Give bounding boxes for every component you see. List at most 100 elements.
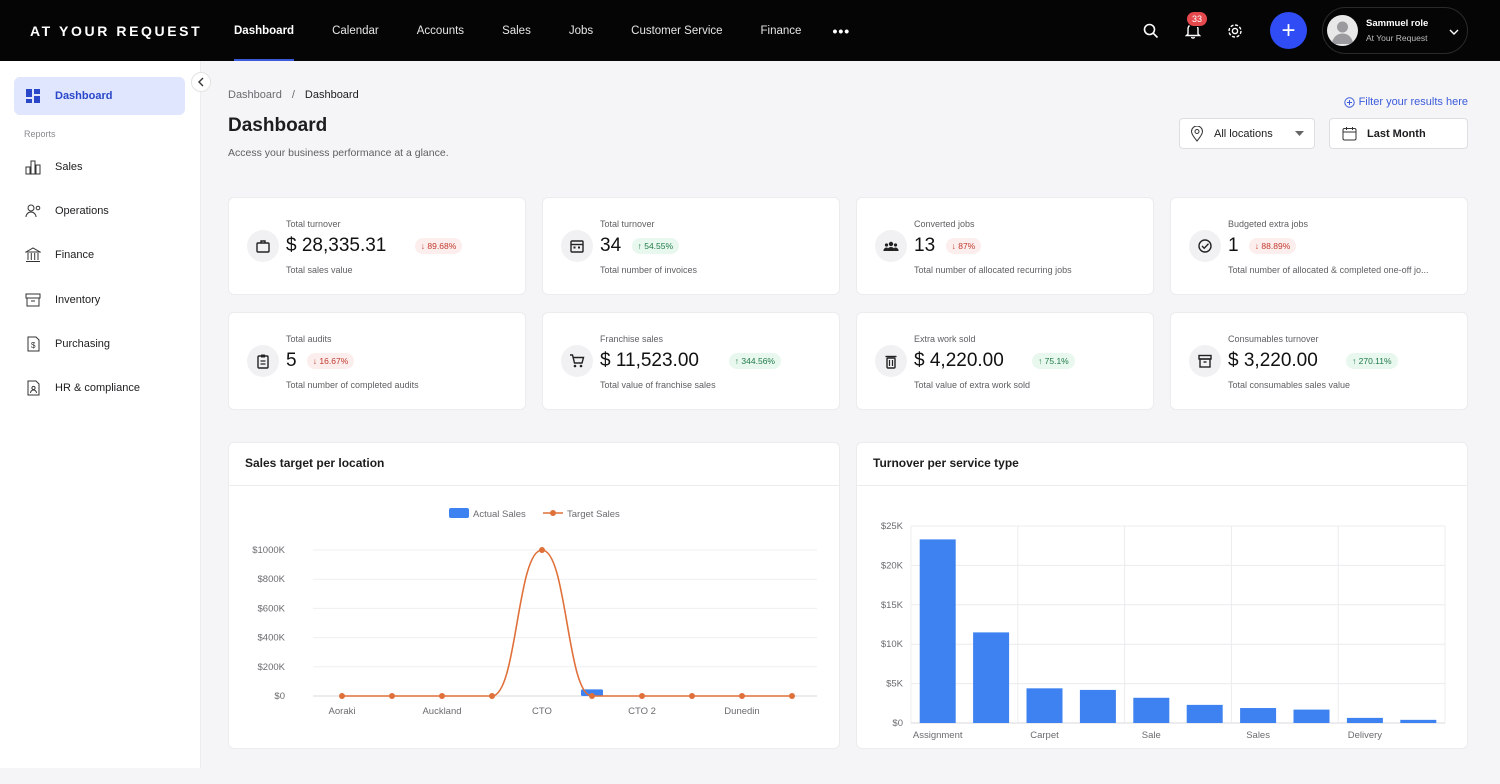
location-pin-icon [1190, 125, 1204, 142]
nav-calendar[interactable]: Calendar [332, 24, 379, 37]
kpi-change-badge: ↓ 16.67% [306, 353, 355, 369]
chart-title: Sales target per location [245, 456, 385, 470]
kpi-label: Budgeted extra jobs [1228, 219, 1309, 229]
sidebar-item-finance[interactable]: Finance [14, 236, 185, 274]
kpi-change-badge: ↑ 270.11% [1346, 353, 1398, 369]
nav-sales[interactable]: Sales [502, 24, 531, 37]
y-tick-label: $400K [258, 633, 286, 644]
kpi-card[interactable]: Total turnover 34 ↑ 54.55% Total number of … [542, 197, 840, 295]
kpi-change-value: 16.67% [319, 356, 349, 366]
arrow-down-icon: ↓ [951, 241, 956, 251]
bar-turnover [1186, 704, 1223, 723]
y-tick-label: $10K [881, 639, 904, 650]
kpi-description: Total value of extra work sold [914, 380, 1031, 390]
kpi-description: Total number of completed audits [286, 380, 419, 390]
sidebar-item-sales[interactable]: Sales [14, 148, 185, 186]
filter-results-link[interactable]: Filter your results here [1343, 96, 1468, 108]
kpi-change-value: 87% [958, 241, 976, 251]
date-range-select[interactable]: Last Month [1329, 118, 1468, 149]
bar-turnover [1346, 717, 1383, 723]
kpi-change-badge: ↓ 87% [945, 238, 982, 254]
breadcrumb-link-dashboard[interactable]: Dashboard [228, 89, 282, 101]
search-icon[interactable] [1136, 16, 1166, 46]
kpi-card[interactable]: Franchise sales $ 11,523.00 ↑ 344.56% Total… [542, 312, 840, 410]
kpi-label: Franchise sales [600, 334, 664, 344]
kpi-card[interactable]: Total turnover $ 28,335.31 ↓ 89.68% Total s… [228, 197, 526, 295]
nav-customer-service[interactable]: Customer Service [631, 24, 723, 37]
sidebar-item-label: Finance [55, 249, 95, 261]
brand-logo[interactable]: AT YOUR REQUEST [30, 22, 203, 39]
filter-results-label: Filter your results here [1358, 96, 1468, 108]
notification-bell-icon[interactable]: 33 [1178, 10, 1209, 46]
sidebar-item-purchasing[interactable]: $ Purchasing [14, 325, 185, 363]
kpi-label: Converted jobs [914, 219, 975, 229]
x-tick-label: Delivery [1348, 730, 1383, 741]
x-tick-label: Carpet [1030, 730, 1059, 741]
legend-swatch-actual [449, 508, 469, 518]
kpi-change-badge: ↑ 54.55% [631, 238, 680, 254]
more-menu-icon[interactable]: ••• [832, 22, 851, 39]
nav-finance[interactable]: Finance [760, 24, 802, 37]
collapse-sidebar-button[interactable] [191, 72, 211, 92]
sidebar-item-label: Sales [55, 161, 83, 173]
turnover-service-chart: $0 $5K $10K $15K $20K $25K Assignment Carpet Sal… [881, 521, 1446, 741]
archive-icon [1189, 345, 1221, 377]
kpi-change-value: 344.56% [741, 356, 775, 366]
kpi-description: Total sales value [286, 265, 353, 275]
y-tick-label: $15K [881, 600, 904, 611]
bar-turnover [1079, 689, 1116, 723]
bar-turnover [919, 539, 956, 723]
kpi-card[interactable]: Budgeted extra jobs 1 ↓ 88.89% Total number… [1170, 197, 1468, 295]
avatar [1327, 15, 1358, 46]
target-sales-point [539, 547, 545, 553]
user-menu[interactable]: Sammuel role At Your Request [1322, 7, 1468, 54]
sales-target-chart: Actual Sales Target Sales $0 $200K $400K $600… [252, 508, 817, 717]
kpi-card[interactable]: Consumables turnover $ 3,220.00 ↑ 270.11% T… [1170, 312, 1468, 410]
target-sales-point [439, 693, 445, 699]
chevron-down-icon [1449, 22, 1459, 40]
kpi-card[interactable]: Converted jobs 13 ↓ 87% Total number of all… [856, 197, 1154, 295]
y-tick-label: $5K [886, 679, 904, 690]
create-new-button[interactable]: + [1270, 12, 1307, 49]
calendar-icon [561, 230, 593, 262]
breadcrumb: Dashboard / Dashboard [228, 89, 359, 101]
nav-dashboard[interactable]: Dashboard [215, 0, 313, 61]
chevron-left-icon [198, 77, 204, 87]
target-sales-point [589, 693, 595, 699]
dropdown-caret-icon [1295, 131, 1304, 136]
check-circle-icon [1189, 230, 1221, 262]
sidebar-item-hr-compliance[interactable]: HR & compliance [14, 369, 185, 407]
y-tick-label: $1000K [252, 545, 285, 556]
people-gear-icon [24, 202, 42, 220]
arrow-up-icon: ↑ [734, 356, 740, 366]
x-tick-label: Auckland [422, 706, 461, 717]
sidebar-item-inventory[interactable]: Inventory [14, 281, 185, 319]
kpi-card[interactable]: Total audits 5 ↓ 16.67% Total number of com… [228, 312, 526, 410]
kpi-change-badge: ↑ 75.1% [1032, 353, 1075, 369]
location-select[interactable]: All locations [1179, 118, 1315, 149]
nav-accounts[interactable]: Accounts [416, 24, 465, 37]
kpi-change-value: 54.55% [644, 241, 674, 251]
bar-chart-icon [24, 158, 42, 176]
kpi-change-badge: ↓ 88.89% [1248, 238, 1297, 254]
kpi-description: Total number of invoices [600, 265, 698, 275]
kpi-card[interactable]: Extra work sold $ 4,220.00 ↑ 75.1% Total va… [856, 312, 1154, 410]
nav-jobs[interactable]: Jobs [568, 24, 594, 37]
sidebar-item-label: HR & compliance [55, 382, 140, 394]
kpi-change-value: 75.1% [1044, 356, 1069, 366]
target-sales-point [739, 693, 745, 699]
x-tick-label: Sale [1142, 730, 1161, 741]
arrow-down-icon: ↓ [312, 356, 318, 366]
kpi-description: Total number of allocated & completed on… [1228, 265, 1429, 275]
inventory-box-icon [24, 291, 42, 309]
receipt-icon: $ [24, 335, 42, 353]
kpi-value: $ 28,335.31 [286, 235, 387, 256]
legend-swatch-target-dot [550, 510, 556, 516]
chart-title: Turnover per service type [873, 456, 1019, 470]
settings-gear-icon[interactable] [1220, 16, 1250, 46]
sidebar-item-label: Purchasing [55, 338, 111, 350]
kpi-description: Total number of allocated recurring jobs [914, 265, 1072, 275]
sidebar-item-dashboard[interactable]: Dashboard [14, 77, 185, 115]
x-tick-label: Aoraki [329, 706, 356, 717]
sidebar-item-operations[interactable]: Operations [14, 192, 185, 230]
